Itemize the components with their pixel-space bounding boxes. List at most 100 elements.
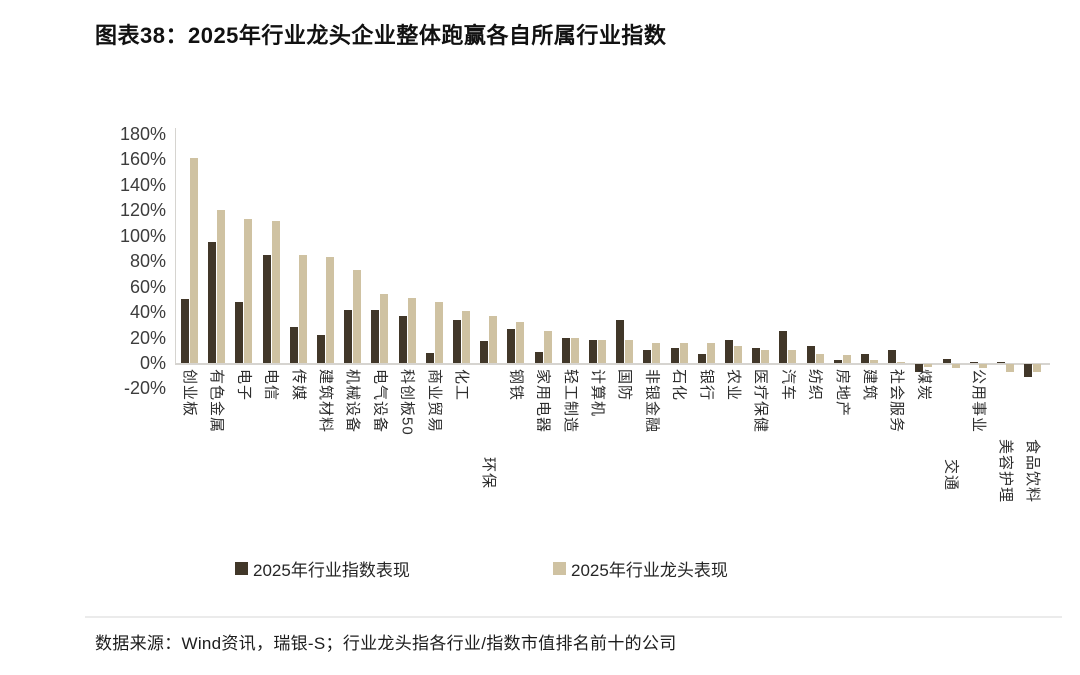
legend-swatch-leader [553, 562, 566, 575]
y-axis-tick-label: 60% [129, 276, 166, 297]
bar-index-建筑材料 [317, 335, 325, 363]
y-axis-tick-label: 0% [139, 353, 166, 373]
bar-index-社会服务 [888, 350, 897, 363]
bar-leader-交通 [951, 364, 960, 368]
legend-label-index: 2025年行业指数表现 [253, 561, 410, 580]
bar-index-有色金属 [208, 242, 217, 363]
bar-index-煤炭 [915, 364, 924, 372]
bar-index-机械设备 [344, 309, 353, 363]
bar-leader-美容护理 [1006, 364, 1014, 372]
bar-index-房地产 [833, 360, 842, 363]
bar-leader-农业 [734, 346, 742, 363]
x-axis-line [175, 363, 1050, 365]
bar-leader-电信 [271, 220, 280, 363]
bar-index-电信 [262, 254, 271, 363]
y-axis-tick-label: 180% [119, 124, 166, 144]
y-axis-tick-label: 140% [119, 174, 166, 195]
bar-index-家用电器 [534, 351, 543, 363]
bar-leader-建筑 [870, 360, 878, 363]
category-label-电气设备: 电气设备 [371, 369, 389, 434]
category-label-房地产: 房地产 [833, 369, 851, 418]
bar-index-科创板50 [398, 315, 407, 363]
bar-index-纺织 [806, 346, 815, 363]
y-axis-tick-label: 120% [119, 200, 166, 221]
category-label-钢铁: 钢铁 [507, 369, 525, 402]
category-label-食品饮料: 食品饮料 [1024, 439, 1042, 504]
bar-leader-科创板50 [407, 298, 416, 363]
bar-leader-公用事业 [978, 364, 987, 368]
category-label-创业板: 创业板 [181, 369, 198, 418]
bar-index-轻工制造 [561, 337, 570, 363]
bar-leader-化工 [462, 310, 470, 363]
bar-leader-银行 [706, 342, 715, 363]
bar-index-非银金融 [643, 350, 652, 363]
category-label-家用电器: 家用电器 [534, 369, 552, 434]
bar-index-电气设备 [371, 309, 380, 363]
bar-index-银行 [697, 354, 706, 363]
y-axis-tick-label: 20% [129, 327, 166, 348]
source-note: 数据来源：Wind资讯，瑞银-S；行业龙头指各行业/指数市值排名前十的公司 [95, 634, 677, 653]
category-label-社会服务: 社会服务 [888, 369, 906, 434]
bar-leader-电气设备 [380, 294, 389, 363]
category-label-科创板50: 科创板50 [398, 369, 416, 436]
category-label-建筑材料: 建筑材料 [317, 369, 334, 434]
bar-leader-商业贸易 [434, 301, 443, 363]
category-label-商业贸易: 商业贸易 [425, 369, 443, 434]
y-axis-line [175, 128, 176, 363]
bar-index-医疗保健 [752, 347, 761, 363]
category-label-国防: 国防 [616, 369, 634, 402]
bar-leader-石化 [679, 342, 688, 363]
bar-leader-医疗保健 [761, 350, 770, 363]
bar-leader-家用电器 [543, 331, 552, 363]
bar-leader-电子 [244, 219, 253, 363]
bar-index-食品饮料 [1024, 364, 1033, 377]
category-label-传媒: 传媒 [289, 369, 307, 402]
bar-leader-有色金属 [217, 210, 226, 363]
category-label-电信: 电信 [262, 369, 280, 402]
chart-title: 图表38：2025年行业龙头企业整体跑赢各自所属行业指数 [95, 23, 667, 48]
category-label-公用事业: 公用事业 [969, 369, 987, 434]
y-axis-tick-label: 80% [129, 251, 166, 272]
category-label-机械设备: 机械设备 [344, 369, 362, 434]
y-axis-tick-label: 160% [119, 149, 166, 170]
bar-index-环保 [480, 341, 489, 363]
category-label-计算机: 计算机 [589, 369, 606, 418]
bar-leader-煤炭 [924, 364, 933, 367]
bar-leader-食品饮料 [1033, 364, 1042, 372]
bar-leader-机械设备 [353, 270, 362, 363]
bar-index-传媒 [289, 327, 298, 363]
bar-leader-非银金融 [652, 342, 661, 363]
bar-index-创业板 [181, 299, 189, 363]
bar-leader-创业板 [190, 158, 198, 363]
bar-index-汽车 [779, 331, 788, 363]
y-axis-tick-label: 100% [119, 225, 166, 246]
bar-index-商业贸易 [425, 352, 434, 363]
bar-leader-汽车 [788, 350, 797, 363]
category-label-建筑: 建筑 [861, 369, 878, 402]
divider-line [85, 616, 1062, 618]
bar-index-公用事业 [969, 361, 978, 363]
bar-index-美容护理 [997, 361, 1005, 363]
category-label-电子: 电子 [235, 369, 253, 402]
category-label-石化: 石化 [670, 369, 688, 402]
category-label-农业: 农业 [725, 369, 742, 402]
bar-index-化工 [453, 319, 461, 363]
bar-leader-国防 [625, 340, 634, 363]
bar-leader-社会服务 [897, 361, 906, 363]
bar-leader-传媒 [298, 254, 307, 363]
category-label-汽车: 汽车 [779, 369, 797, 402]
bar-leader-环保 [489, 315, 498, 363]
category-label-有色金属: 有色金属 [208, 369, 226, 434]
category-label-纺织: 纺织 [806, 369, 824, 402]
legend-item-leader: 2025年行业龙头表现 [553, 556, 728, 581]
bar-index-石化 [670, 347, 679, 363]
category-label-轻工制造: 轻工制造 [561, 369, 579, 434]
legend-item-index: 2025年行业指数表现 [235, 556, 410, 581]
category-label-煤炭: 煤炭 [915, 369, 933, 402]
bar-leader-轻工制造 [570, 337, 579, 363]
bar-leader-钢铁 [516, 322, 525, 363]
bar-index-钢铁 [507, 328, 516, 363]
category-label-银行: 银行 [697, 369, 715, 402]
legend-label-leader: 2025年行业龙头表现 [571, 561, 728, 580]
